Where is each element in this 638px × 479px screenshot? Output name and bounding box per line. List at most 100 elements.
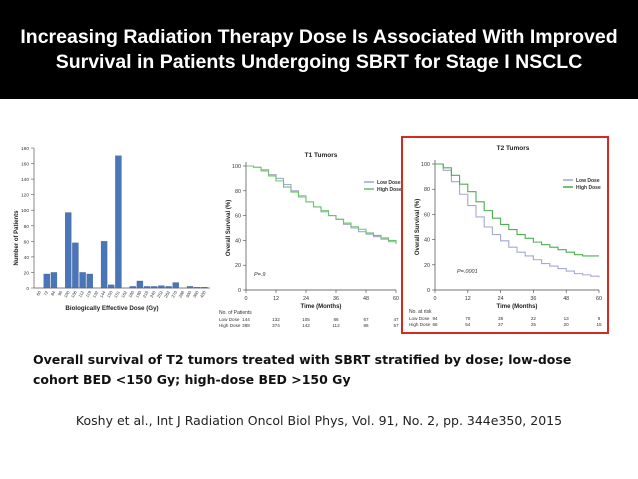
bar [165, 286, 172, 289]
risk-table-value: 388 [242, 323, 250, 328]
x-tick-label: 400 [199, 289, 207, 298]
risk-table-value: 54 [465, 322, 471, 327]
risk-table-value: 8 [598, 316, 601, 321]
citation: Koshy et al., Int J Radiation Oncol Biol… [75, 413, 563, 428]
survival-line-low-dose [435, 163, 600, 278]
bar [108, 284, 115, 289]
x-tick-label: 60 [596, 296, 602, 302]
y-tick-label: 120 [21, 193, 29, 199]
y-tick-label: 80 [235, 189, 241, 195]
x-tick-label: 216 [142, 289, 150, 298]
x-tick-label: 119 [84, 289, 92, 298]
x-tick-label: 252 [156, 289, 164, 298]
risk-table-value: 112 [332, 323, 340, 328]
bar [72, 242, 79, 289]
bar [151, 286, 158, 289]
risk-table-value: 105 [302, 317, 310, 322]
risk-table-value: 13 [564, 316, 570, 321]
y-tick-label: 40 [24, 255, 30, 261]
y-axis-title: Number of Patients [14, 210, 20, 266]
y-axis-title: Overall Survival (%) [415, 199, 421, 255]
bar [143, 286, 151, 289]
y-tick-label: 0 [238, 288, 241, 294]
y-tick-label: 100 [232, 164, 241, 170]
x-tick-label: 36 [333, 296, 339, 302]
y-tick-label: 0 [26, 286, 29, 292]
x-tick-label: 288 [177, 289, 185, 298]
y-tick-label: 40 [424, 238, 430, 244]
y-tick-label: 60 [424, 212, 430, 218]
y-tick-label: 80 [24, 224, 30, 230]
bar [43, 273, 50, 289]
risk-table-row-label: Low Dose [409, 316, 430, 321]
bar [158, 285, 165, 289]
risk-table-value: 20 [564, 322, 570, 327]
risk-table-value: 68 [432, 322, 438, 327]
bar [115, 155, 122, 289]
legend-label: High Dose [377, 187, 402, 193]
x-tick-label: 72 [42, 289, 49, 296]
chart-title: T2 Tumors [497, 145, 530, 152]
risk-table-value: 86 [363, 323, 369, 328]
risk-table-value: 94 [432, 316, 438, 321]
x-tick-label: 60 [393, 296, 399, 302]
x-tick-label: 12 [465, 296, 471, 302]
y-tick-label: 20 [235, 263, 241, 269]
y-tick-label: 60 [235, 214, 241, 220]
y-axis-title: Overall Survival (%) [226, 200, 232, 256]
risk-table-title: No. of Patients [219, 310, 252, 316]
y-tick-label: 100 [421, 162, 430, 168]
risk-table-value: 374 [272, 323, 280, 328]
risk-table-value: 25 [531, 322, 537, 327]
x-axis-title: Time (Months) [301, 304, 342, 310]
p-value-annotation: P=.0001 [457, 269, 478, 275]
p-value-annotation: P=.9 [254, 272, 265, 278]
y-tick-label: 180 [21, 146, 29, 152]
risk-table-value: 67 [363, 317, 369, 322]
t1-survival-chart: T1 Tumors 0 20 40 60 80 100 0 12 24 36 48 60 Time (Mo… [219, 152, 402, 328]
risk-table-value: 70 [465, 316, 471, 321]
x-axis-title: Biologically Effective Dose (Gy) [65, 305, 158, 312]
bar [86, 273, 93, 289]
legend-label: High Dose [576, 185, 601, 191]
x-tick-label: 162 [120, 289, 128, 298]
risk-table-value: 38 [498, 316, 504, 321]
x-tick-label: 60 [35, 289, 42, 296]
x-tick-label: 360 [192, 289, 200, 298]
bar [136, 280, 144, 289]
x-tick-label: 100 [63, 289, 71, 298]
survival-line-low-dose [246, 165, 397, 245]
x-tick-label: 180 [127, 289, 135, 298]
risk-table-value: 37 [498, 322, 504, 327]
t2-survival-chart: T2 Tumors 0 20 40 60 80 100 0 12 24 36 48 60 Time (Mo… [409, 145, 602, 327]
x-tick-label: 0 [245, 296, 248, 302]
x-tick-label: 96 [57, 289, 64, 296]
risk-table-row-label: Low Dose [219, 317, 240, 322]
x-tick-label: 151 [113, 289, 121, 298]
x-tick-label: 12 [273, 296, 279, 302]
y-tick-label: 100 [21, 208, 29, 214]
x-tick-label: 144 [99, 289, 107, 298]
bar [201, 287, 208, 289]
x-tick-label: 132 [91, 289, 99, 298]
y-tick-label: 60 [24, 239, 30, 245]
chart-title: T1 Tumors [305, 152, 338, 159]
risk-table-value: 47 [393, 317, 399, 322]
x-tick-label: 150 [106, 289, 114, 298]
x-tick-label: 112 [77, 289, 85, 298]
bar [129, 286, 136, 289]
legend-label: Low Dose [576, 178, 600, 184]
figure-caption: Overall survival of T2 tumors treated wi… [33, 352, 572, 387]
x-tick-label: 84 [50, 289, 57, 296]
x-tick-label: 300 [185, 289, 193, 298]
y-tick-label: 140 [21, 177, 29, 183]
y-tick-label: 20 [424, 263, 430, 269]
y-tick-label: 0 [427, 288, 430, 294]
risk-table-value: 86 [333, 317, 339, 322]
risk-table-title: No. at risk [409, 309, 432, 315]
risk-table-value: 132 [272, 317, 280, 322]
slide-title: Increasing Radiation Therapy Dose Is Ass… [20, 25, 618, 73]
bar [79, 272, 86, 289]
y-tick-label: 160 [21, 162, 29, 168]
